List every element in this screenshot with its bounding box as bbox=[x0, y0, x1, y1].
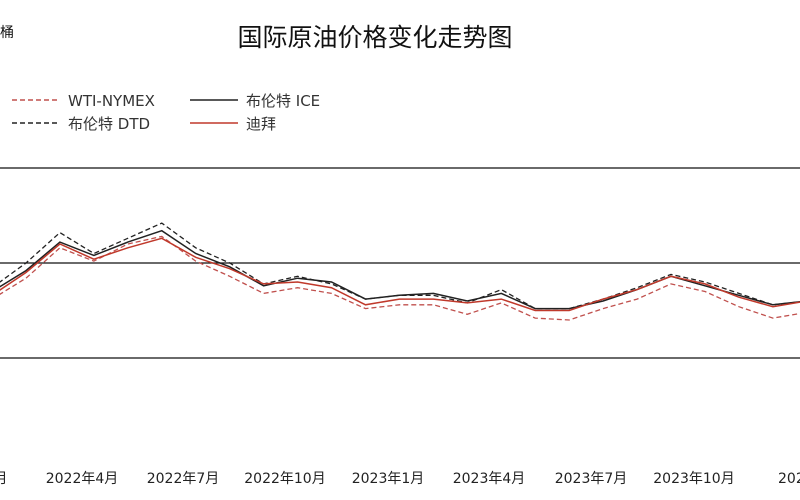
x-tick-label: 2023年10月 bbox=[653, 471, 734, 487]
series-line-2 bbox=[0, 222, 800, 310]
y-unit-label: 桶 bbox=[0, 25, 14, 41]
gridlines bbox=[0, 167, 800, 359]
x-tick-label: 2023年4月 bbox=[453, 471, 526, 487]
x-tick-label: 1月 bbox=[0, 471, 7, 487]
legend-label-dubai: 迪拜 bbox=[246, 115, 276, 133]
x-axis-tick-labels: 1月 2022年4月 2022年7月 2022年10月 2023年1月 2023年4月 20… bbox=[0, 471, 800, 487]
chart-title: 国际原油价格变化走势图 bbox=[237, 23, 512, 52]
legend-label-brent-dtd: 布伦特 DTD bbox=[68, 115, 150, 133]
legend-label-brent-ice: 布伦特 ICE bbox=[246, 92, 320, 110]
x-tick-label: 2023年7月 bbox=[555, 471, 628, 487]
series-line-3 bbox=[0, 237, 800, 312]
x-tick-label: 2023年1月 bbox=[352, 471, 425, 487]
x-tick-label: 2022年4月 bbox=[46, 471, 119, 487]
legend-label-wti-nymex: WTI-NYMEX bbox=[68, 92, 155, 110]
legend: WTI-NYMEX 布伦特 ICE 布伦特 DTD 迪拜 bbox=[12, 92, 320, 133]
series-lines bbox=[0, 222, 800, 321]
x-tick-label: 2024年 bbox=[778, 471, 800, 487]
x-tick-label: 2022年10月 bbox=[244, 471, 325, 487]
series-line-1 bbox=[0, 229, 800, 310]
x-tick-label: 2022年7月 bbox=[147, 471, 220, 487]
